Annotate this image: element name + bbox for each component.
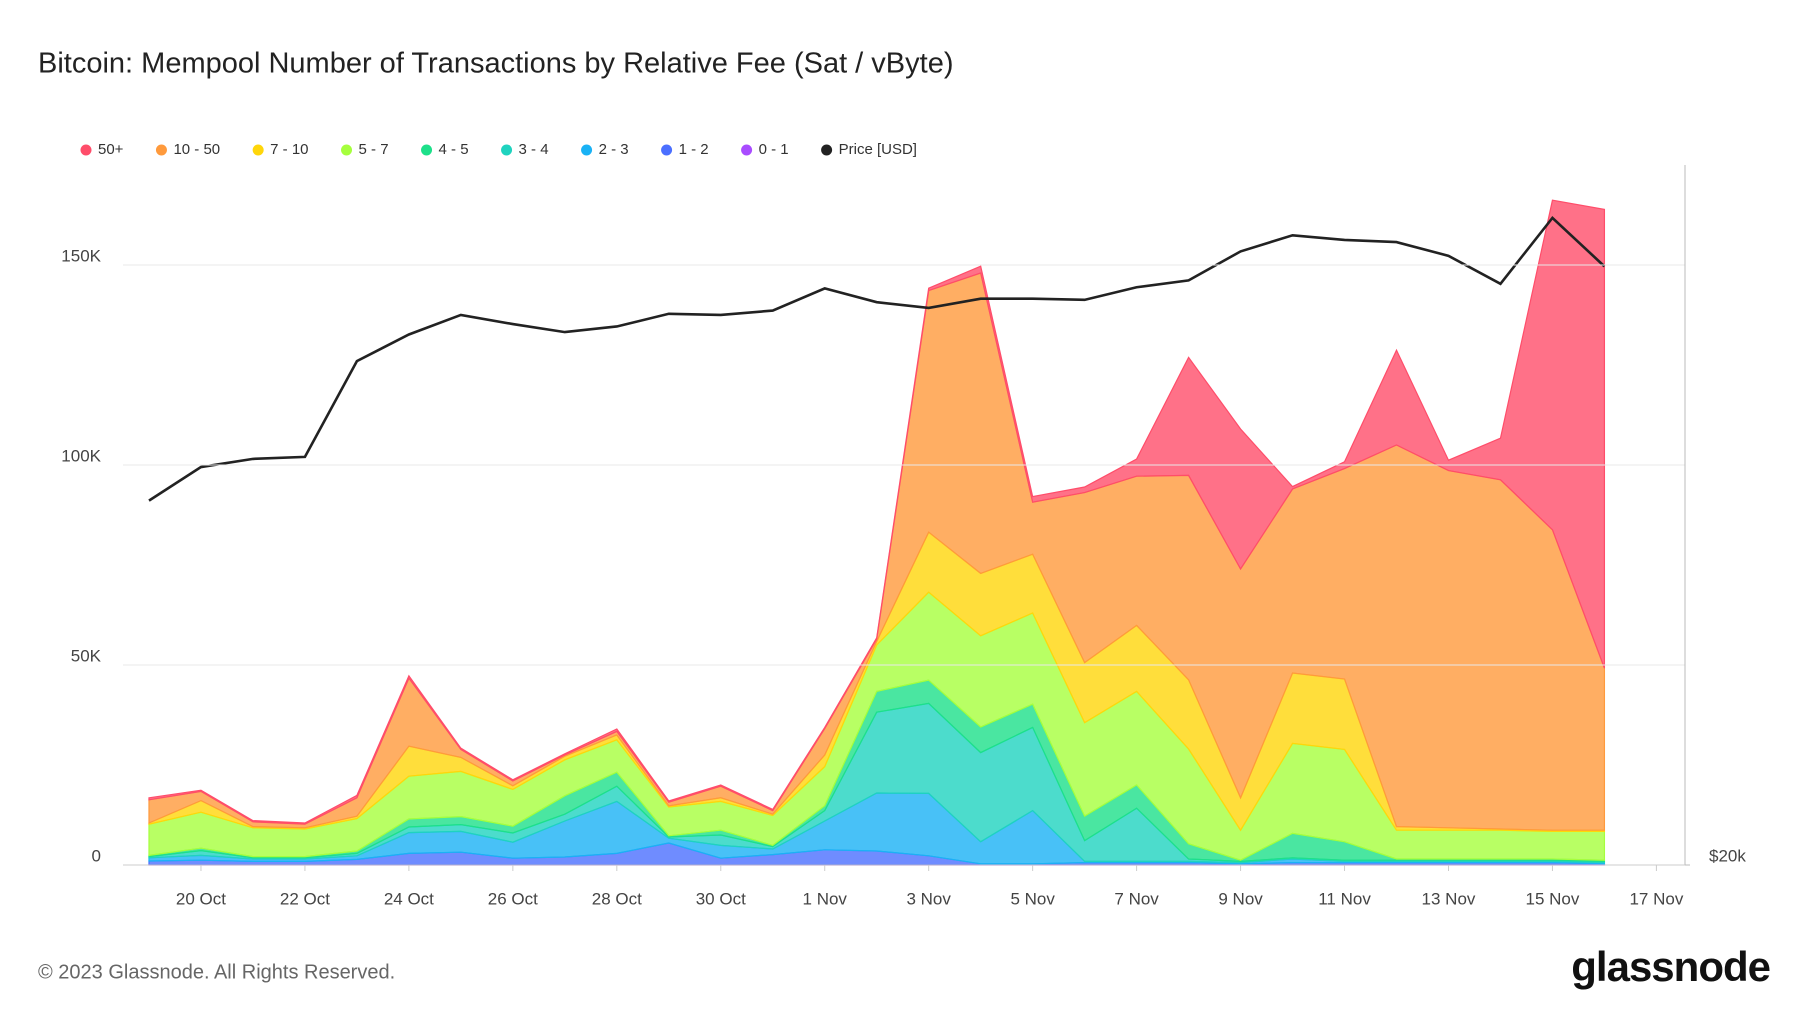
x-tick-label: 5 Nov: [1010, 889, 1055, 908]
legend-label: 4 - 5: [439, 141, 469, 158]
x-tick-label: 3 Nov: [906, 889, 951, 908]
legend-label: 7 - 10: [270, 141, 308, 158]
legend-marker: [821, 144, 833, 156]
area: [148, 199, 1606, 825]
price-line: [148, 215, 1606, 502]
y-tick-label: 150K: [61, 246, 101, 265]
x-tick-label: 30 Oct: [696, 889, 746, 908]
legend-label: 0 - 1: [759, 141, 789, 158]
x-tick-label: 13 Nov: [1422, 889, 1476, 908]
x-tick-label: 24 Oct: [384, 889, 434, 908]
y-tick-label: 0: [92, 846, 101, 865]
legend-marker: [661, 144, 673, 156]
x-tick-label: 17 Nov: [1629, 889, 1683, 908]
legend-marker: [501, 144, 513, 156]
x-tick-label: 22 Oct: [280, 889, 330, 908]
x-tick-label: 1 Nov: [803, 889, 848, 908]
legend-label: 50+: [98, 141, 124, 158]
legend-marker: [341, 144, 353, 156]
legend-label: 3 - 4: [519, 141, 549, 158]
x-tick-label: 7 Nov: [1114, 889, 1159, 908]
y-tick-label: 100K: [61, 446, 101, 465]
legend-marker: [155, 144, 167, 156]
x-tick-label: 9 Nov: [1218, 889, 1263, 908]
footer: © 2023 Glassnode. All Rights Reserved.: [38, 961, 395, 983]
y2-tick-label: $20k: [1709, 846, 1746, 865]
legend-label: Price [USD]: [839, 141, 917, 158]
legend-label: 5 - 7: [359, 141, 389, 158]
x-tick-label: 11 Nov: [1318, 889, 1371, 908]
legend-marker: [421, 144, 433, 156]
plot-area: [148, 199, 1606, 866]
y-tick-label: 50K: [71, 646, 102, 665]
legend-marker: [80, 144, 92, 156]
legend-label: 10 - 50: [173, 141, 220, 158]
x-tick-label: 20 Oct: [176, 889, 226, 908]
legend-label: 2 - 3: [599, 141, 629, 158]
x-tick-label: 28 Oct: [592, 889, 642, 908]
legend-marker: [252, 144, 264, 156]
legend-label: 1 - 2: [679, 141, 709, 158]
x-tick-label: 26 Oct: [488, 889, 538, 908]
legend-marker: [581, 144, 593, 156]
chart-title: Bitcoin: Mempool Number of Transactions …: [38, 48, 953, 80]
logo: glassnode: [1571, 943, 1770, 990]
legend-marker: [741, 144, 753, 156]
x-tick-label: 15 Nov: [1526, 889, 1580, 908]
